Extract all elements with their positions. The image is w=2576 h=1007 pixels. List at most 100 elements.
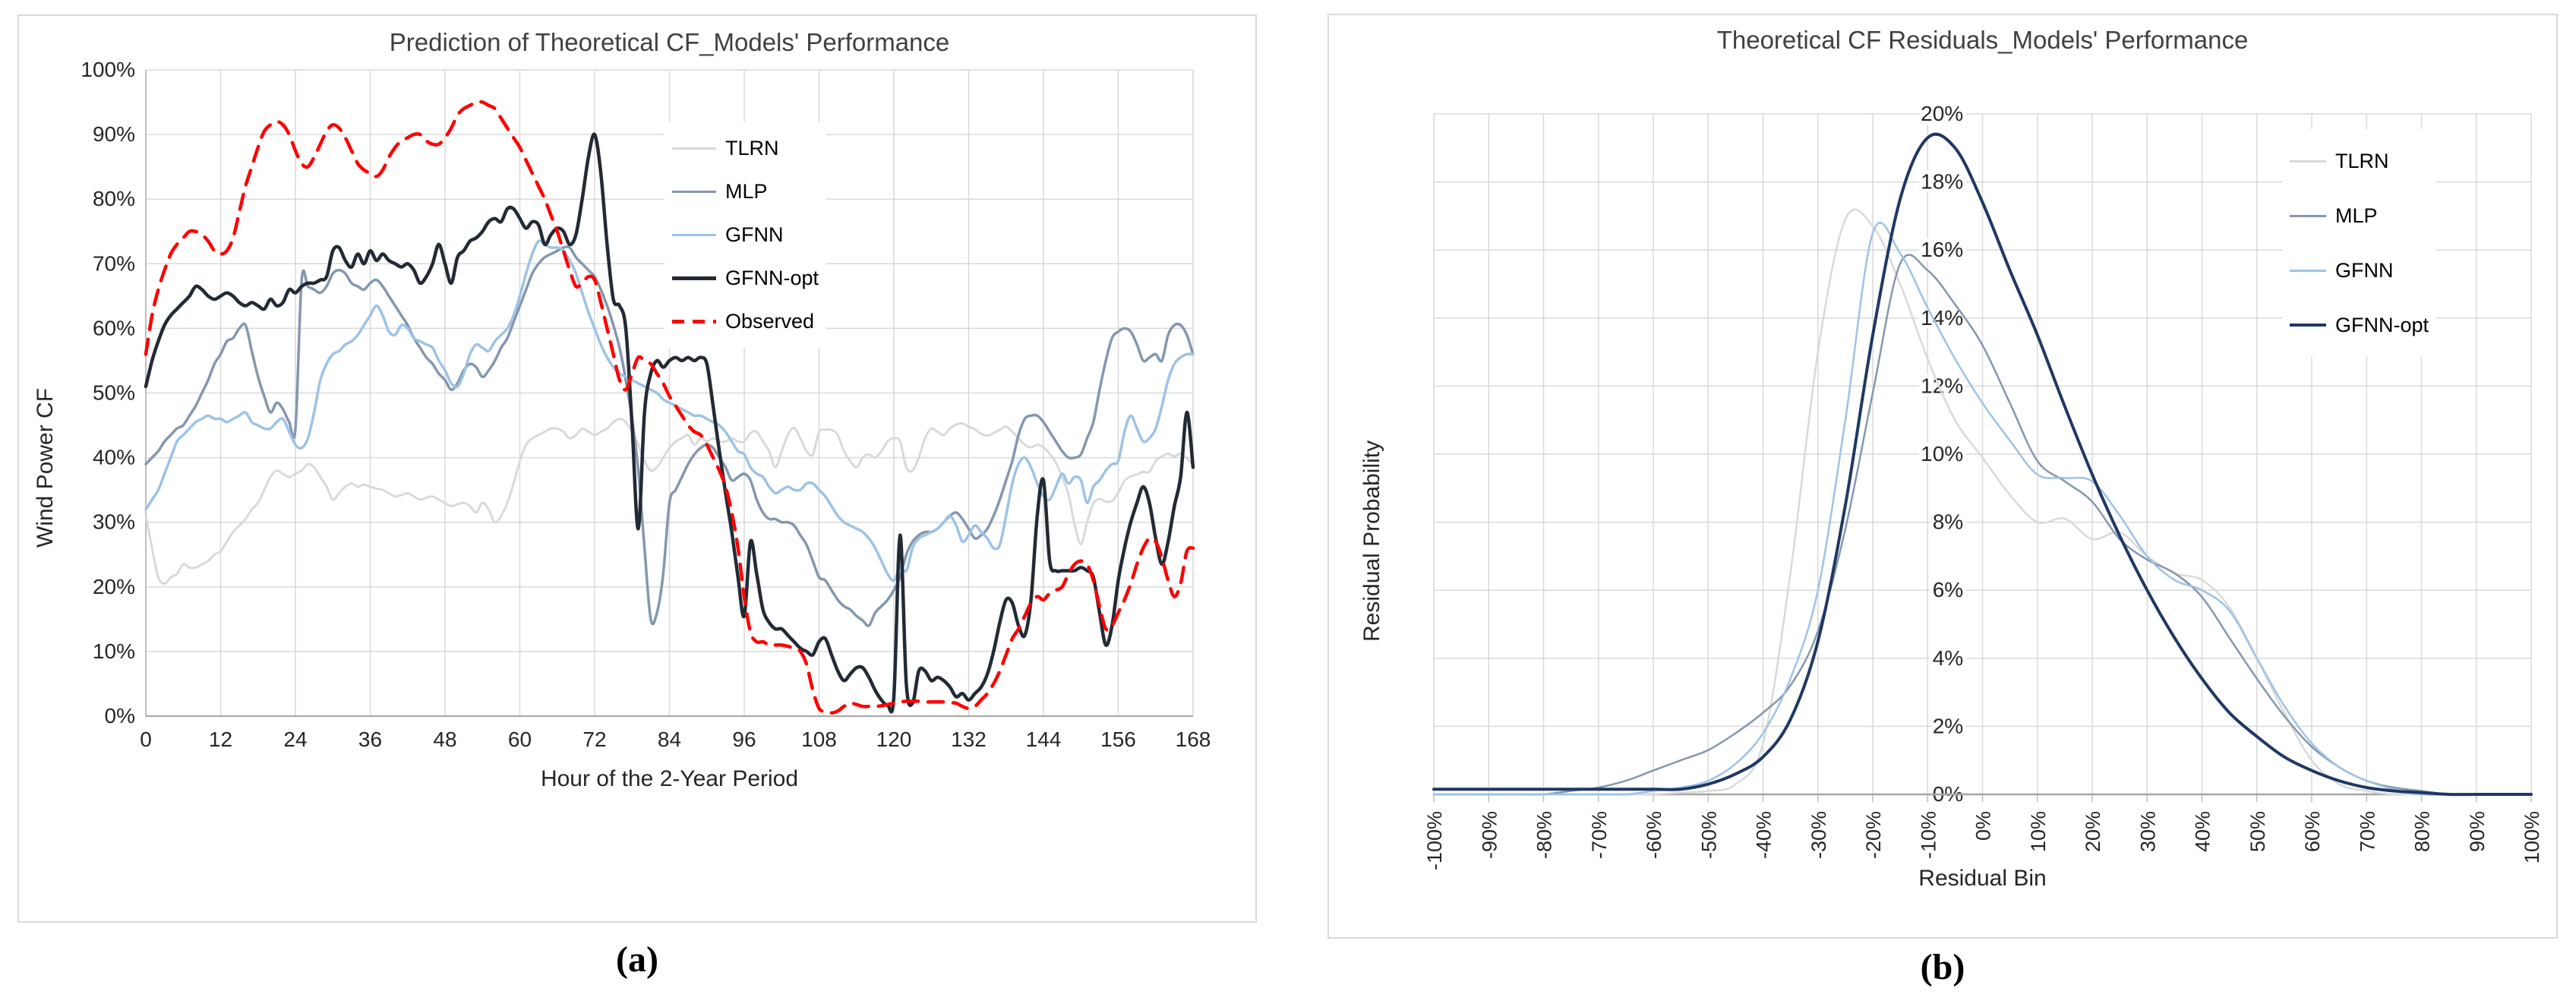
x-tick-label: -50% xyxy=(1697,811,1720,859)
x-tick-label: 120 xyxy=(876,728,912,751)
legend-label-MLP: MLP xyxy=(2335,204,2378,227)
legend-label-TLRN: TLRN xyxy=(2335,149,2389,172)
x-tick-label: -40% xyxy=(1753,811,1776,859)
left-chart-title: Prediction of Theoretical CF_Models' Per… xyxy=(389,28,950,56)
legend-label-GFNN: GFNN xyxy=(725,223,784,246)
y-tick-label: 16% xyxy=(1921,238,1963,261)
y-tick-label: 60% xyxy=(93,316,135,339)
x-tick-label: 168 xyxy=(1176,728,1211,751)
legend-swatch-Observed xyxy=(672,320,716,324)
x-tick-label: -70% xyxy=(1588,811,1611,859)
left-legend: TLRN MLP GFNN GFNN-opt Observed xyxy=(665,122,827,348)
y-tick-label: 2% xyxy=(1933,714,1963,737)
x-tick-label: -60% xyxy=(1643,811,1665,859)
legend-swatch-GFNN xyxy=(672,233,716,237)
series-line-GFNN xyxy=(144,239,1195,582)
legend-swatch-TLRN xyxy=(2290,159,2326,163)
legend-item-MLP: MLP xyxy=(2290,188,2429,243)
caption-a: (a) xyxy=(616,939,658,980)
legend-label-GFNN: GFNN xyxy=(2335,258,2394,282)
x-tick-label: -90% xyxy=(1478,811,1501,859)
legend-item-GFNN-opt: GFNN-opt xyxy=(2290,298,2429,352)
y-tick-label: 10% xyxy=(1921,442,1963,466)
legend-item-Observed: Observed xyxy=(672,300,819,343)
left-x-axis-title: Hour of the 2-Year Period xyxy=(540,766,799,791)
legend-label-MLP: MLP xyxy=(725,180,768,203)
x-tick-label: 0% xyxy=(1972,811,1995,841)
x-tick-label: 40% xyxy=(2192,811,2215,852)
x-tick-label: -30% xyxy=(1807,811,1830,859)
legend-swatch-TLRN xyxy=(672,147,716,150)
series-line-GFNN-opt xyxy=(1432,132,2533,797)
y-tick-label: 6% xyxy=(1933,578,1963,601)
x-tick-label: 132 xyxy=(951,728,987,751)
x-tick-label: -20% xyxy=(1862,811,1885,859)
x-tick-label: 90% xyxy=(2466,811,2489,852)
left-y-axis-title: Wind Power CF xyxy=(33,387,58,548)
y-tick-label: 80% xyxy=(93,187,135,210)
x-tick-label: 30% xyxy=(2136,811,2159,852)
left-plot-canvas: 0% 10% 20% 30% 40% 50% 60% 70% 80% 90% 100% 0 12 24 36… xyxy=(80,58,1211,751)
right-chart-title: Theoretical CF Residuals_Models' Perform… xyxy=(1716,26,2249,54)
y-tick-label: 90% xyxy=(93,122,135,146)
x-tick-label: 72 xyxy=(582,728,606,751)
legend-swatch-GFNN-opt xyxy=(672,276,716,280)
x-tick-label: 24 xyxy=(283,728,307,751)
y-tick-label: 20% xyxy=(93,575,135,598)
x-tick-label: 50% xyxy=(2246,811,2269,852)
x-tick-label: 96 xyxy=(732,728,756,751)
series-line-MLP xyxy=(144,245,1195,627)
x-tick-label: -100% xyxy=(1423,811,1446,870)
y-tick-label: 50% xyxy=(93,381,135,405)
legend-swatch-GFNN-opt xyxy=(2290,324,2326,327)
x-tick-label: -80% xyxy=(1533,811,1556,859)
chart-panel-a: 0% 10% 20% 30% 40% 50% 60% 70% 80% 90% 100% 0 12 24 36… xyxy=(17,14,1257,923)
x-tick-label: 70% xyxy=(2356,811,2379,852)
x-tick-label: 156 xyxy=(1100,728,1136,751)
x-tick-label: 48 xyxy=(433,728,456,751)
y-tick-label: 100% xyxy=(80,58,135,81)
series-line-GFNN xyxy=(1432,221,2533,796)
y-tick-label: 18% xyxy=(1921,170,1963,194)
right-legend: TLRN MLP GFNN GFNN-opt xyxy=(2282,129,2437,357)
y-tick-label: 0% xyxy=(105,704,135,728)
y-tick-label: 40% xyxy=(93,446,135,469)
legend-item-TLRN: TLRN xyxy=(2290,134,2429,188)
y-tick-label: 10% xyxy=(93,639,135,663)
legend-label-GFNN-opt: GFNN-opt xyxy=(2335,313,2429,336)
x-tick-label: 144 xyxy=(1026,728,1062,751)
legend-label-TLRN: TLRN xyxy=(725,137,779,159)
legend-label-GFNN-opt: GFNN-opt xyxy=(725,267,819,289)
y-tick-label: 30% xyxy=(93,510,135,534)
x-tick-label: 12 xyxy=(209,728,232,751)
legend-item-TLRN: TLRN xyxy=(672,127,819,170)
x-tick-label: 0 xyxy=(140,728,152,751)
series-lines xyxy=(144,99,1195,715)
y-tick-label: 8% xyxy=(1933,510,1963,534)
caption-b: (b) xyxy=(1920,947,1965,987)
y-tick-label: 70% xyxy=(93,251,135,275)
legend-item-GFNN-opt: GFNN-opt xyxy=(672,257,819,300)
right-x-axis-title: Residual Bin xyxy=(1918,866,2047,891)
series-lines xyxy=(1432,132,2533,797)
x-tick-label: 108 xyxy=(801,728,837,751)
legend-item-MLP: MLP xyxy=(672,170,819,213)
legend-item-GFNN: GFNN xyxy=(672,213,819,257)
series-line-Observed xyxy=(144,99,1195,715)
right-y-axis-title: Residual Probability xyxy=(1359,440,1384,642)
x-tick-label: 20% xyxy=(2082,811,2104,852)
legend-item-GFNN: GFNN xyxy=(2290,243,2429,298)
x-tick-label: 60% xyxy=(2301,811,2324,852)
y-tick-label: 4% xyxy=(1933,646,1963,670)
chart-panel-b: -100% -90% -80% -70% -60% -50% -40% -30% -20% -10… xyxy=(1327,14,2558,939)
legend-swatch-MLP xyxy=(2290,214,2326,217)
x-tick-label: 60 xyxy=(508,728,532,751)
y-tick-label: 12% xyxy=(1921,374,1963,397)
x-tick-label: 100% xyxy=(2521,811,2543,863)
y-tick-label: 20% xyxy=(1921,102,1963,125)
x-tick-label: 80% xyxy=(2411,811,2434,852)
legend-swatch-MLP xyxy=(672,190,716,194)
legend-label-Observed: Observed xyxy=(725,310,815,333)
x-tick-label: 84 xyxy=(658,728,681,751)
